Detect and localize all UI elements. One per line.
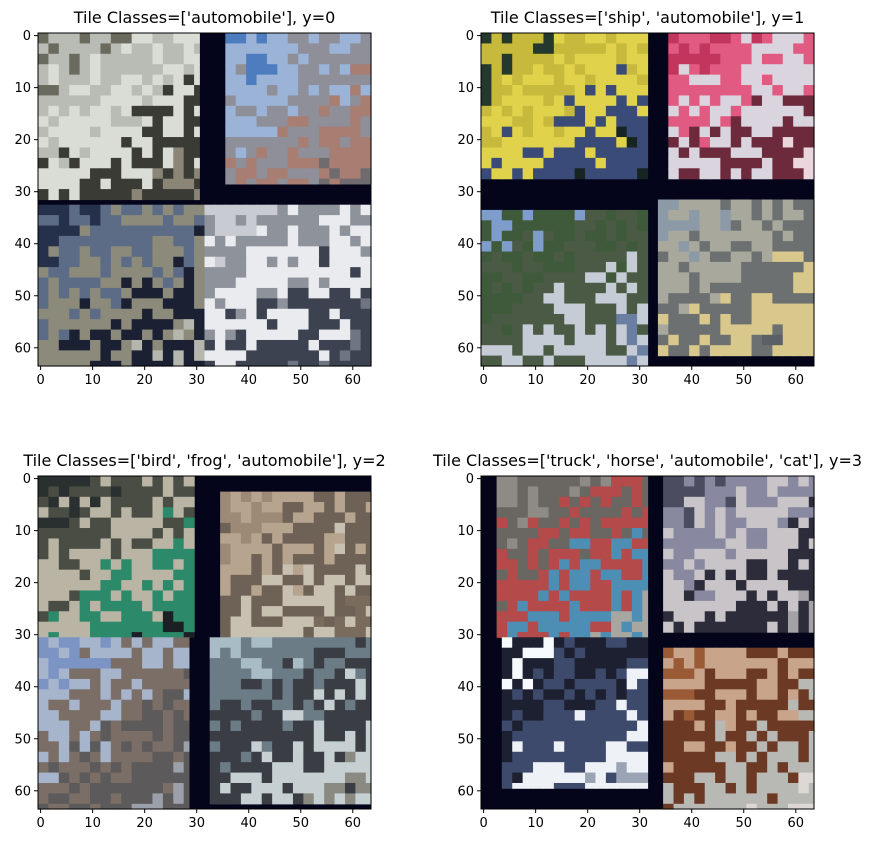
x-tick-label: 0 <box>479 373 487 388</box>
y-tick-label: 30 <box>14 185 31 200</box>
y-tick-label: 60 <box>457 341 474 356</box>
y-tick-label: 30 <box>14 628 31 643</box>
image-panel-2: Tile Classes=['bird', 'frog', 'automobil… <box>14 451 385 831</box>
x-tick-label: 60 <box>345 816 362 831</box>
x-tick-label: 60 <box>345 373 362 388</box>
y-tick-label: 60 <box>457 784 474 799</box>
x-tick-label: 60 <box>788 816 805 831</box>
axes-frame <box>37 32 372 367</box>
x-tick-label: 50 <box>735 373 752 388</box>
tile-ship <box>481 209 649 367</box>
image-panel-3: Tile Classes=['truck', 'horse', 'automob… <box>432 451 862 831</box>
y-tick-label: 40 <box>457 680 474 695</box>
y-tick-label: 20 <box>14 576 31 591</box>
y-tick-label: 40 <box>457 237 474 252</box>
tile-bird <box>38 476 195 638</box>
axes-frame <box>480 475 815 810</box>
x-tick-label: 50 <box>735 816 752 831</box>
y-tick-label: 20 <box>457 133 474 148</box>
y-tick-label: 0 <box>466 472 474 487</box>
x-tick-label: 10 <box>84 816 101 831</box>
tile-automobile <box>225 33 372 185</box>
axes-frame <box>480 32 815 367</box>
y-tick-label: 10 <box>457 524 474 539</box>
panel-title: Tile Classes=['truck', 'horse', 'automob… <box>432 451 862 470</box>
tile-bird <box>38 637 190 810</box>
y-tick-label: 50 <box>457 289 474 304</box>
x-tick-label: 50 <box>292 816 309 831</box>
x-tick-label: 40 <box>683 816 700 831</box>
tile-automobile <box>38 33 200 201</box>
y-tick-label: 30 <box>457 628 474 643</box>
tile-truck <box>663 476 815 633</box>
panel-title: Tile Classes=['ship', 'automobile'], y=1 <box>490 8 805 27</box>
x-tick-label: 40 <box>683 373 700 388</box>
x-tick-label: 50 <box>292 373 309 388</box>
y-tick-label: 60 <box>14 341 31 356</box>
y-tick-label: 50 <box>14 289 31 304</box>
tile-automobile <box>209 637 372 805</box>
panel-title: Tile Classes=['bird', 'frog', 'automobil… <box>22 451 385 470</box>
tile-automobile <box>204 204 372 367</box>
x-tick-label: 20 <box>136 816 153 831</box>
tile-automobile <box>501 637 649 789</box>
x-tick-label: 10 <box>84 373 101 388</box>
x-tick-label: 20 <box>136 373 153 388</box>
x-tick-label: 30 <box>631 816 648 831</box>
tile-frog <box>220 491 372 638</box>
y-tick-label: 60 <box>14 784 31 799</box>
y-tick-label: 30 <box>457 185 474 200</box>
x-tick-label: 60 <box>788 373 805 388</box>
x-tick-label: 30 <box>188 816 205 831</box>
x-tick-label: 10 <box>527 373 544 388</box>
y-tick-label: 50 <box>457 732 474 747</box>
x-tick-label: 0 <box>36 373 44 388</box>
y-tick-label: 20 <box>14 133 31 148</box>
tile-horse <box>663 647 815 810</box>
y-tick-label: 10 <box>14 81 31 96</box>
tile-automobile <box>481 33 649 180</box>
x-tick-label: 10 <box>527 816 544 831</box>
y-tick-label: 0 <box>23 29 31 44</box>
y-tick-label: 20 <box>457 576 474 591</box>
panel-title: Tile Classes=['automobile'], y=0 <box>73 8 336 27</box>
tile-automobile <box>38 204 206 367</box>
y-tick-label: 0 <box>466 29 474 44</box>
image-panel-1: Tile Classes=['ship', 'automobile'], y=1… <box>457 8 815 388</box>
tile-automobile <box>668 33 815 180</box>
x-tick-label: 20 <box>579 373 596 388</box>
tile-ship <box>657 199 815 357</box>
y-tick-label: 10 <box>14 524 31 539</box>
y-tick-label: 10 <box>457 81 474 96</box>
x-tick-label: 20 <box>579 816 596 831</box>
y-tick-label: 0 <box>23 472 31 487</box>
x-tick-label: 30 <box>188 373 205 388</box>
tile-cat <box>496 476 649 638</box>
y-tick-label: 40 <box>14 237 31 252</box>
image-panel-0: Tile Classes=['automobile'], y=0 0 0 10 10 20… <box>14 8 372 388</box>
x-tick-label: 0 <box>36 816 44 831</box>
x-tick-label: 30 <box>631 373 648 388</box>
x-tick-label: 40 <box>240 816 257 831</box>
x-tick-label: 40 <box>240 373 257 388</box>
y-tick-label: 40 <box>14 680 31 695</box>
x-tick-label: 0 <box>479 816 487 831</box>
axes-frame <box>37 475 372 810</box>
y-tick-label: 50 <box>14 732 31 747</box>
